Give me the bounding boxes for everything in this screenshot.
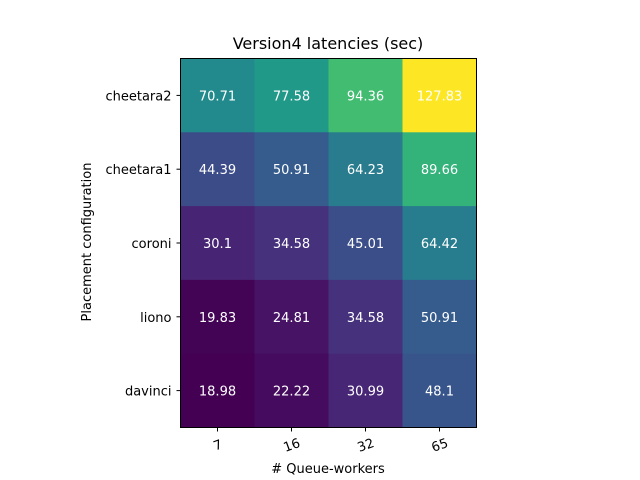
y-tick-label-cheetara2: cheetara2	[105, 89, 171, 104]
chart-title: Version4 latencies (sec)	[233, 34, 424, 53]
heatmap-cell-liono-7	[180, 279, 255, 355]
heatmap-cell-coroni-65	[402, 206, 477, 281]
x-tick-label-7: 7	[212, 437, 225, 454]
heatmap-cell-coroni-7	[180, 206, 255, 281]
heatmap-cell-cheetara2-7	[180, 58, 255, 133]
y-tick-label-coroni: coroni	[132, 237, 172, 252]
cell-value-label: 70.71	[199, 89, 236, 104]
heatmap-cell-davinci-65	[402, 353, 477, 428]
cell-value-label: 34.58	[273, 237, 310, 252]
cell-value-label: 34.58	[347, 311, 384, 326]
heatmap-cell-coroni-32	[328, 206, 403, 281]
heatmap-cell-liono-65	[402, 279, 477, 355]
heatmap-cell-liono-32	[328, 279, 403, 355]
heatmap-cell-cheetara2-65	[402, 58, 477, 133]
heatmap-cell-cheetara1-7	[180, 132, 255, 207]
y-tick-label-cheetara1: cheetara1	[105, 163, 171, 178]
heatmap-cell-cheetara1-16	[254, 132, 329, 207]
cell-value-label: 44.39	[199, 163, 236, 178]
x-tick-label-65: 65	[430, 436, 451, 456]
heatmap-cells	[180, 58, 477, 428]
cell-value-label: 50.91	[421, 311, 458, 326]
cell-value-label: 64.42	[421, 237, 458, 252]
y-tick-label-davinci: davinci	[125, 385, 172, 400]
y-tick-label-liono: liono	[140, 311, 171, 326]
cell-value-label: 24.81	[273, 311, 310, 326]
y-axis-label: Placement configuration	[80, 163, 95, 322]
heatmap-cell-cheetara2-32	[328, 58, 403, 133]
cell-value-label: 30.1	[203, 237, 232, 252]
heatmap-cell-cheetara1-32	[328, 132, 403, 207]
cell-value-label: 89.66	[421, 163, 458, 178]
cell-value-label: 64.23	[347, 163, 384, 178]
cell-value-label: 30.99	[347, 385, 384, 400]
y-axis-ticks: cheetara2 cheetara1 coroni liono davinci	[105, 89, 181, 400]
cell-value-label: 50.91	[273, 163, 310, 178]
cell-value-label: 45.01	[347, 237, 384, 252]
cell-value-label: 94.36	[347, 89, 384, 104]
heatmap-cell-coroni-16	[254, 206, 329, 281]
heatmap-cell-liono-16	[254, 279, 329, 355]
cell-value-label: 48.1	[425, 385, 454, 400]
cell-value-labels: 70.71 77.58 94.36 127.83 44.39 50.91 64.23 89.6…	[199, 89, 462, 399]
x-tick-label-16: 16	[282, 436, 303, 456]
cell-value-label: 22.22	[273, 385, 310, 400]
x-tick-label-32: 32	[356, 436, 377, 456]
x-axis-label: # Queue-workers	[271, 462, 385, 477]
heatmap-cell-davinci-7	[180, 353, 255, 428]
cell-value-label: 77.58	[273, 89, 310, 104]
heatmap-cell-cheetara2-16	[254, 58, 329, 133]
cell-value-label: 19.83	[199, 311, 236, 326]
x-axis-ticks: 7 16 32 65	[212, 427, 451, 456]
heatmap-cell-davinci-32	[328, 353, 403, 428]
heatmap-cell-davinci-16	[254, 353, 329, 428]
cell-value-label: 127.83	[417, 89, 463, 104]
heatmap-cell-cheetara1-65	[402, 132, 477, 207]
cell-value-label: 18.98	[199, 385, 236, 400]
